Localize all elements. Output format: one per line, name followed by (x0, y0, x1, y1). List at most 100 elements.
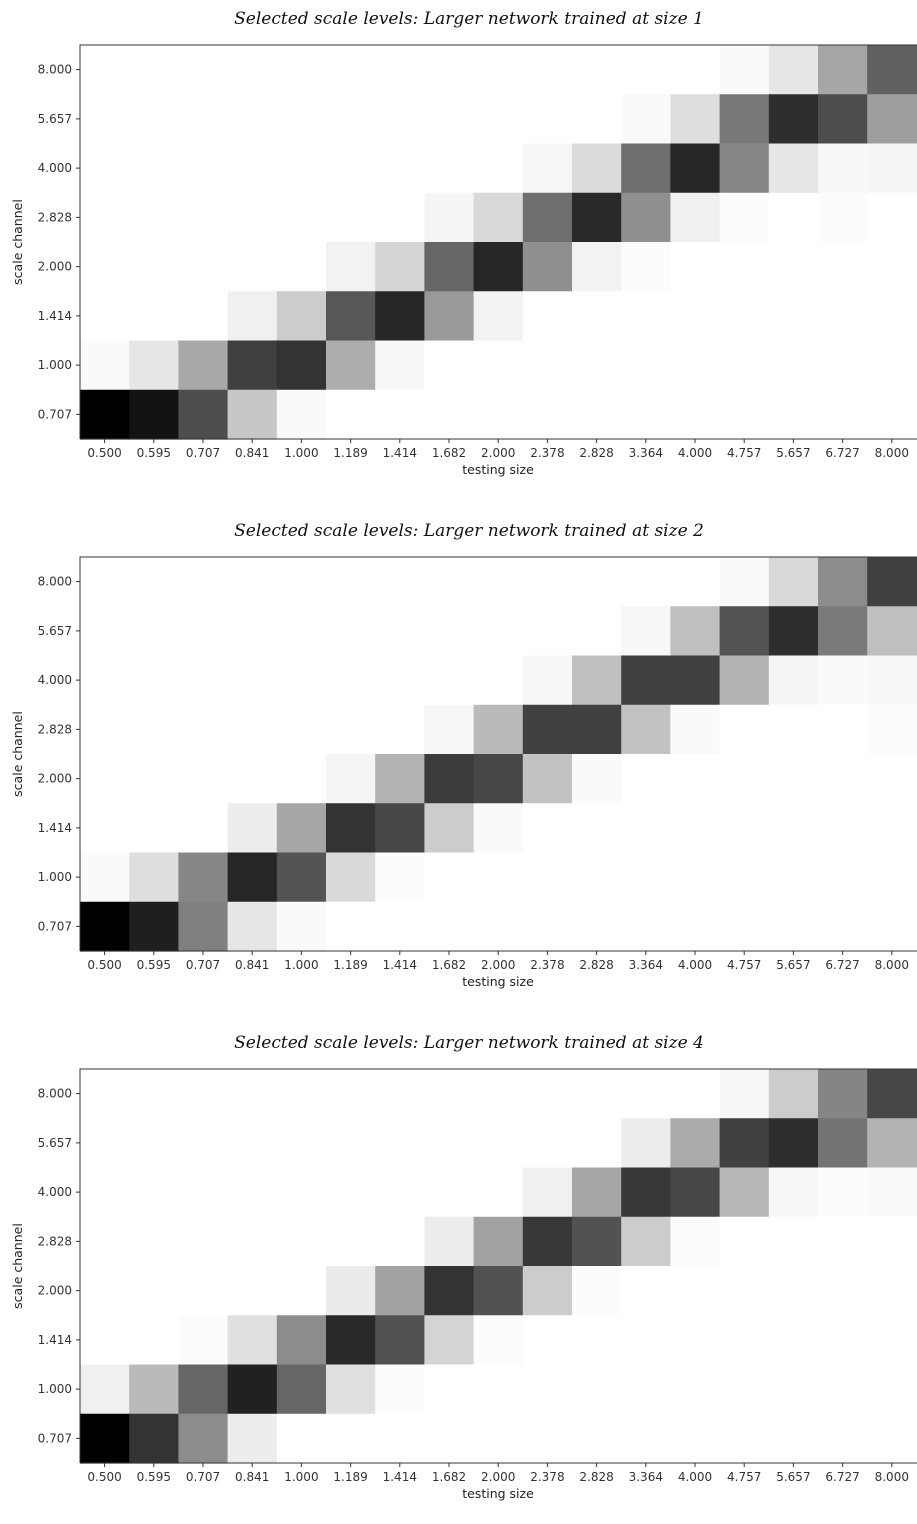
heatmap-cell (276, 1118, 327, 1169)
heatmap-cell (473, 291, 524, 342)
heatmap-cell (227, 803, 278, 854)
heatmap-cell (768, 389, 819, 440)
heatmap-chart: Selected scale levels: Larger network tr… (10, 521, 917, 989)
heatmap-cell (867, 704, 917, 755)
heatmap-cell (572, 1315, 622, 1366)
heatmap-cell (670, 655, 721, 706)
heatmap-cell (227, 143, 278, 194)
heatmap-cell (80, 192, 130, 243)
heatmap-cell (719, 1069, 770, 1119)
heatmap-cell (178, 606, 229, 657)
heatmap-cell (473, 94, 524, 145)
heatmap-cell (129, 1266, 179, 1316)
heatmap-cell (424, 242, 475, 292)
heatmap-cell (227, 242, 278, 292)
heatmap-cell (375, 1266, 425, 1316)
heatmap-cell (670, 606, 721, 657)
heatmap-cell (227, 1069, 278, 1119)
heatmap-cell (424, 94, 475, 145)
heatmap-cell (670, 1216, 721, 1267)
heatmap-cell (276, 1315, 327, 1366)
heatmap-cell (621, 94, 671, 145)
heatmap-cell (522, 340, 573, 391)
heatmap-cell (424, 1216, 475, 1267)
heatmap-cell (326, 242, 376, 292)
x-tick-label: 2.378 (530, 958, 564, 972)
y-tick-label: 1.414 (38, 309, 72, 323)
heatmap-cell (522, 1118, 573, 1169)
heatmap-cell (326, 1266, 376, 1316)
x-tick-label: 4.757 (727, 446, 761, 460)
heatmap-cell (227, 655, 278, 706)
heatmap-cell (375, 389, 425, 440)
heatmap-cell (572, 1069, 622, 1119)
y-tick-label: 2.000 (38, 1284, 72, 1298)
x-tick-label: 1.682 (432, 446, 466, 460)
heatmap-cell (818, 1069, 868, 1119)
x-tick-label: 6.727 (825, 1470, 859, 1484)
heatmap-cell (178, 1266, 229, 1316)
heatmap-cell (621, 852, 671, 903)
heatmap-cell (522, 1364, 573, 1415)
heatmap-cell (572, 1167, 622, 1218)
heatmap-cell (375, 852, 425, 903)
heatmap-cell (326, 340, 376, 391)
heatmap-cell (227, 1266, 278, 1316)
y-tick-label: 0.707 (38, 1431, 72, 1445)
heatmap-cell (621, 1118, 671, 1169)
heatmap-cell (768, 606, 819, 657)
heatmap-cell (227, 94, 278, 145)
heatmap-cell (867, 192, 917, 243)
x-tick-label: 0.595 (137, 1470, 171, 1484)
heatmap-chart: Selected scale levels: Larger network tr… (10, 9, 917, 477)
y-tick-label: 0.707 (38, 919, 72, 933)
heatmap-panel-size-1: Selected scale levels: Larger network tr… (0, 0, 917, 500)
heatmap-cell (375, 704, 425, 755)
heatmap-cell (473, 1266, 524, 1316)
heatmap-cell (719, 45, 770, 95)
heatmap-cell (129, 94, 179, 145)
heatmap-cell (719, 192, 770, 243)
heatmap-cell (227, 557, 278, 607)
heatmap-cell (818, 45, 868, 95)
heatmap-cell (326, 192, 376, 243)
heatmap-cell (719, 704, 770, 755)
heatmap-cell (424, 1069, 475, 1119)
heatmap-cell (276, 901, 327, 952)
heatmap-cell (375, 192, 425, 243)
x-tick-label: 0.595 (137, 958, 171, 972)
heatmap-cell (473, 704, 524, 755)
heatmap-cell (473, 1315, 524, 1366)
heatmap-cell (80, 803, 130, 854)
heatmap-cell (572, 1118, 622, 1169)
y-tick-label: 2.000 (38, 772, 72, 786)
x-tick-label: 1.414 (383, 958, 417, 972)
heatmap-cell (867, 1413, 917, 1464)
heatmap-cell (326, 45, 376, 95)
y-tick-label: 1.414 (38, 1333, 72, 1347)
heatmap-cell (424, 1364, 475, 1415)
heatmap-cell (670, 557, 721, 607)
axes-frame (79, 556, 917, 951)
y-tick-label: 8.000 (38, 63, 72, 77)
x-tick-label: 3.364 (629, 958, 663, 972)
heatmap-cell (326, 557, 376, 607)
heatmap-cell (375, 1413, 425, 1464)
heatmap-cell (719, 557, 770, 607)
y-tick-label: 2.828 (38, 210, 72, 224)
x-tick-label: 3.364 (629, 1470, 663, 1484)
heatmap-cell (818, 754, 868, 804)
heatmap-cell (670, 901, 721, 952)
heatmap-cell (80, 291, 130, 342)
heatmap-cell (818, 1266, 868, 1316)
heatmap-cell (276, 655, 327, 706)
heatmap-cell (572, 291, 622, 342)
heatmap-cell (719, 1266, 770, 1316)
heatmap-cell (276, 291, 327, 342)
heatmap-panel-size-2: Selected scale levels: Larger network tr… (0, 512, 917, 1012)
heatmap-cell (178, 655, 229, 706)
heatmap-cell (424, 192, 475, 243)
heatmap-cell (326, 852, 376, 903)
heatmap-cell (129, 192, 179, 243)
heatmap-cell (867, 1118, 917, 1169)
